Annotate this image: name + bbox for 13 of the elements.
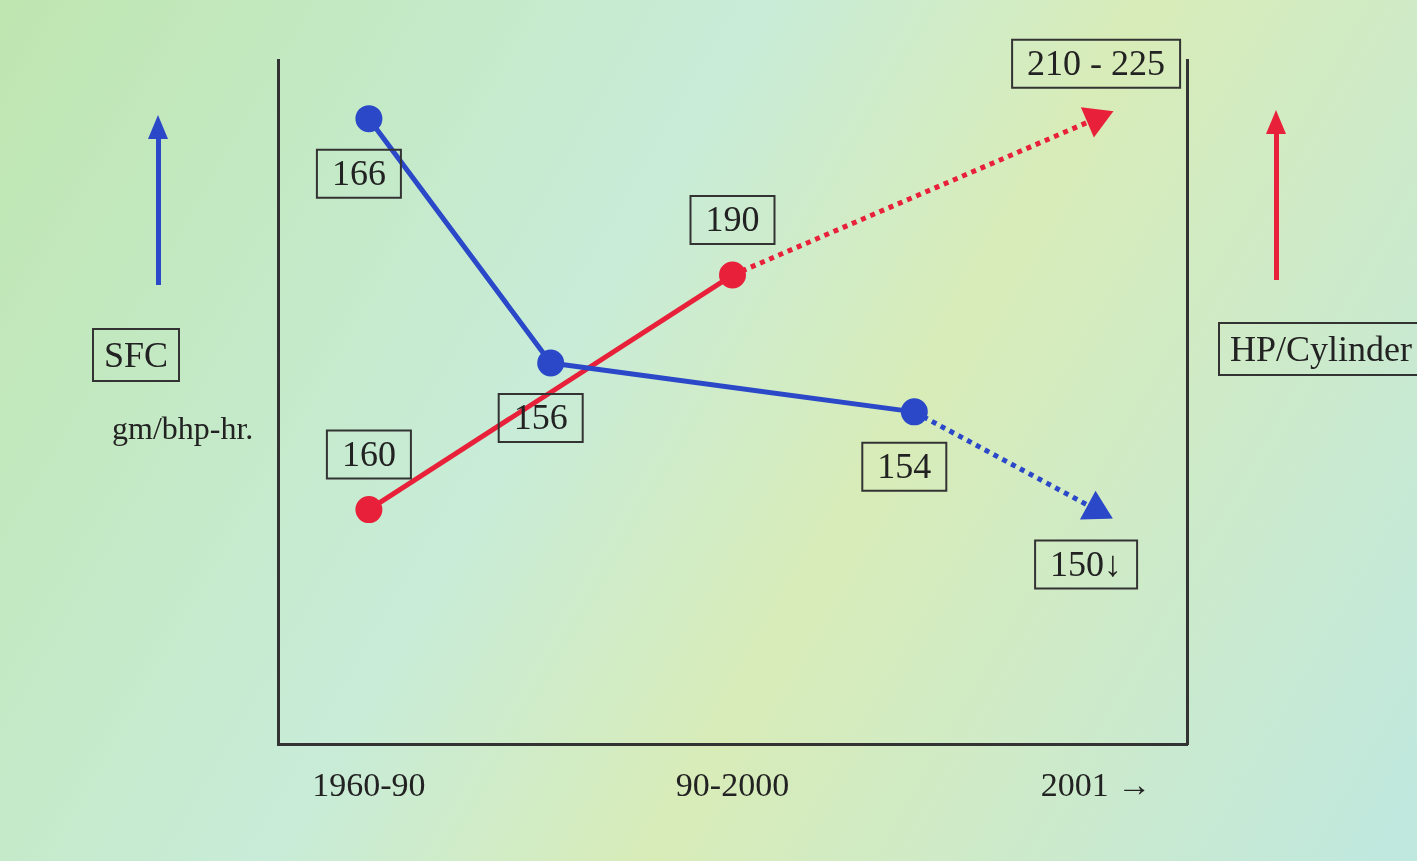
data-label: 156	[513, 397, 568, 438]
data-label: 160	[341, 434, 396, 475]
x-tick-label: 90-2000	[675, 765, 790, 803]
data-label: 150↓	[1050, 544, 1123, 585]
y2-axis-title: HP/Cylinder	[1218, 322, 1417, 376]
data-label: 190	[705, 199, 760, 240]
x-tick-label: 1960-90	[312, 765, 426, 803]
text: gm/bhp-hr.	[112, 410, 254, 447]
y-axis-title: SFC	[92, 328, 181, 382]
data-label: 210 - 225	[1027, 43, 1166, 84]
data-label: 166	[331, 153, 386, 194]
data-label: 154	[877, 446, 932, 487]
x-tick-label: 2001 →	[1040, 765, 1152, 803]
